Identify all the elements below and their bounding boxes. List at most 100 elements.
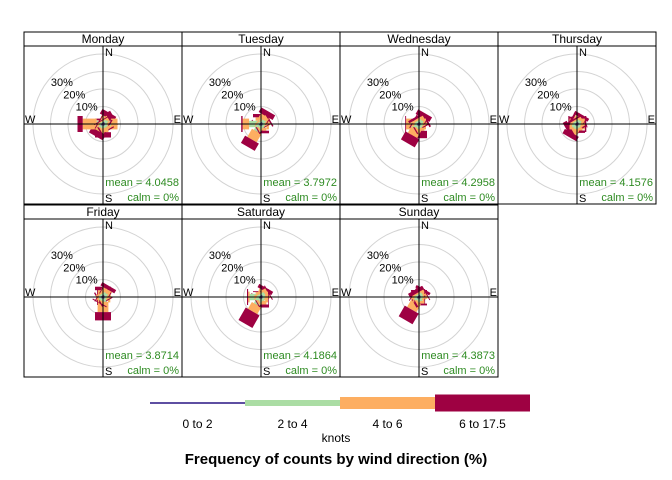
radial-tick-label: 10% — [392, 275, 414, 287]
compass-s: S — [263, 193, 270, 205]
compass-n: N — [263, 220, 271, 232]
compass-n: N — [421, 220, 429, 232]
calm-label: calm = 0% — [443, 192, 495, 204]
radial-tick-label: 30% — [367, 250, 389, 262]
compass-w: W — [183, 114, 194, 126]
legend-swatch-3 — [340, 397, 435, 409]
compass-s: S — [105, 193, 112, 205]
panel-title: Friday — [86, 205, 119, 219]
wind-bar-330deg-bin2 — [99, 120, 106, 125]
mean-label: mean = 4.3873 — [421, 350, 495, 362]
radial-tick-label: 20% — [63, 89, 85, 101]
legend-swatch-2 — [245, 400, 340, 406]
radial-tick-label: 10% — [392, 102, 414, 114]
wind-bar-210deg-bin4 — [398, 305, 419, 325]
compass-s: S — [421, 193, 428, 205]
radial-tick-label: 30% — [209, 250, 231, 262]
wind-bar-210deg-bin3 — [247, 302, 262, 315]
compass-n: N — [263, 47, 271, 59]
wind-bar-210deg-bin4 — [240, 135, 259, 151]
legend-label-3: 4 to 6 — [372, 417, 402, 431]
legend-title: knots — [322, 431, 351, 445]
calm-label: calm = 0% — [285, 192, 337, 204]
compass-w: W — [25, 114, 36, 126]
radial-tick-label: 20% — [379, 89, 401, 101]
radial-tick-label: 20% — [63, 262, 85, 274]
compass-n: N — [579, 47, 587, 59]
radial-tick-label: 10% — [550, 102, 572, 114]
calm-label: calm = 0% — [127, 365, 179, 377]
mean-label: mean = 4.1576 — [579, 177, 653, 189]
wind-bar-330deg-bin4 — [567, 114, 582, 125]
radial-tick-label: 10% — [234, 102, 256, 114]
panel-title: Sunday — [399, 205, 440, 219]
compass-n: N — [105, 220, 113, 232]
wind-bar-210deg-bin4 — [400, 131, 420, 148]
radial-tick-label: 30% — [51, 77, 73, 89]
wind-bar-330deg-bin4 — [408, 285, 424, 298]
panel-border — [497, 45, 657, 205]
compass-e: E — [490, 114, 497, 126]
radial-tick-label: 10% — [76, 275, 98, 287]
compass-w: W — [25, 287, 36, 299]
compass-e: E — [332, 287, 339, 299]
radial-tick-label: 20% — [221, 89, 243, 101]
compass-n: N — [105, 47, 113, 59]
mean-label: mean = 4.2958 — [421, 177, 495, 189]
mean-label: mean = 4.1864 — [263, 350, 337, 362]
wind-bar-330deg-bin3 — [254, 118, 265, 125]
legend-label-2: 2 to 4 — [277, 417, 307, 431]
wind-bar-330deg-bin2 — [256, 120, 264, 125]
compass-w: W — [341, 114, 352, 126]
calm-label: calm = 0% — [601, 192, 653, 204]
wind-bar-210deg-bin3 — [247, 128, 262, 143]
wind-bar-210deg-bin4 — [238, 307, 260, 328]
radial-tick-label: 10% — [76, 102, 98, 114]
wind-bar-330deg-bin3 — [96, 118, 107, 125]
compass-s: S — [105, 366, 112, 378]
radial-tick-label: 20% — [537, 89, 559, 101]
wind-bar-330deg-bin3 — [254, 290, 265, 297]
calm-label: calm = 0% — [285, 365, 337, 377]
panel-title: Wednesday — [387, 32, 450, 46]
radial-tick-label: 20% — [379, 262, 401, 274]
compass-e: E — [490, 287, 497, 299]
compass-e: E — [648, 114, 655, 126]
legend-swatch-1 — [150, 402, 245, 404]
wind-bar-210deg-bin3 — [407, 299, 421, 313]
mean-label: mean = 4.0458 — [105, 177, 179, 189]
wind-bar-330deg-bin3 — [570, 117, 581, 124]
mean-label: mean = 3.7972 — [263, 177, 337, 189]
compass-n: N — [421, 47, 429, 59]
wind-bar-330deg-bin4 — [94, 116, 109, 126]
radial-tick-label: 20% — [221, 262, 243, 274]
compass-s: S — [421, 366, 428, 378]
legend-label-1: 0 to 2 — [182, 417, 212, 431]
mean-label: mean = 3.8714 — [105, 350, 179, 362]
compass-s: S — [579, 193, 586, 205]
compass-e: E — [174, 287, 181, 299]
legend-swatch-4 — [435, 394, 530, 412]
compass-w: W — [341, 287, 352, 299]
legend: 0 to 2 2 to 4 4 to 6 6 to 17.5 — [150, 394, 530, 431]
wind-bar-210deg-bin4 — [88, 127, 106, 141]
panel-title: Tuesday — [238, 32, 284, 46]
compass-w: W — [499, 114, 510, 126]
calm-label: calm = 0% — [127, 192, 179, 204]
panel-border — [339, 218, 499, 378]
panel-title: Thursday — [552, 32, 602, 46]
radial-tick-label: 30% — [209, 77, 231, 89]
radial-tick-label: 30% — [367, 77, 389, 89]
radial-tick-label: 30% — [525, 77, 547, 89]
compass-e: E — [332, 114, 339, 126]
radial-tick-label: 10% — [234, 275, 256, 287]
panel-title: Saturday — [237, 205, 285, 219]
